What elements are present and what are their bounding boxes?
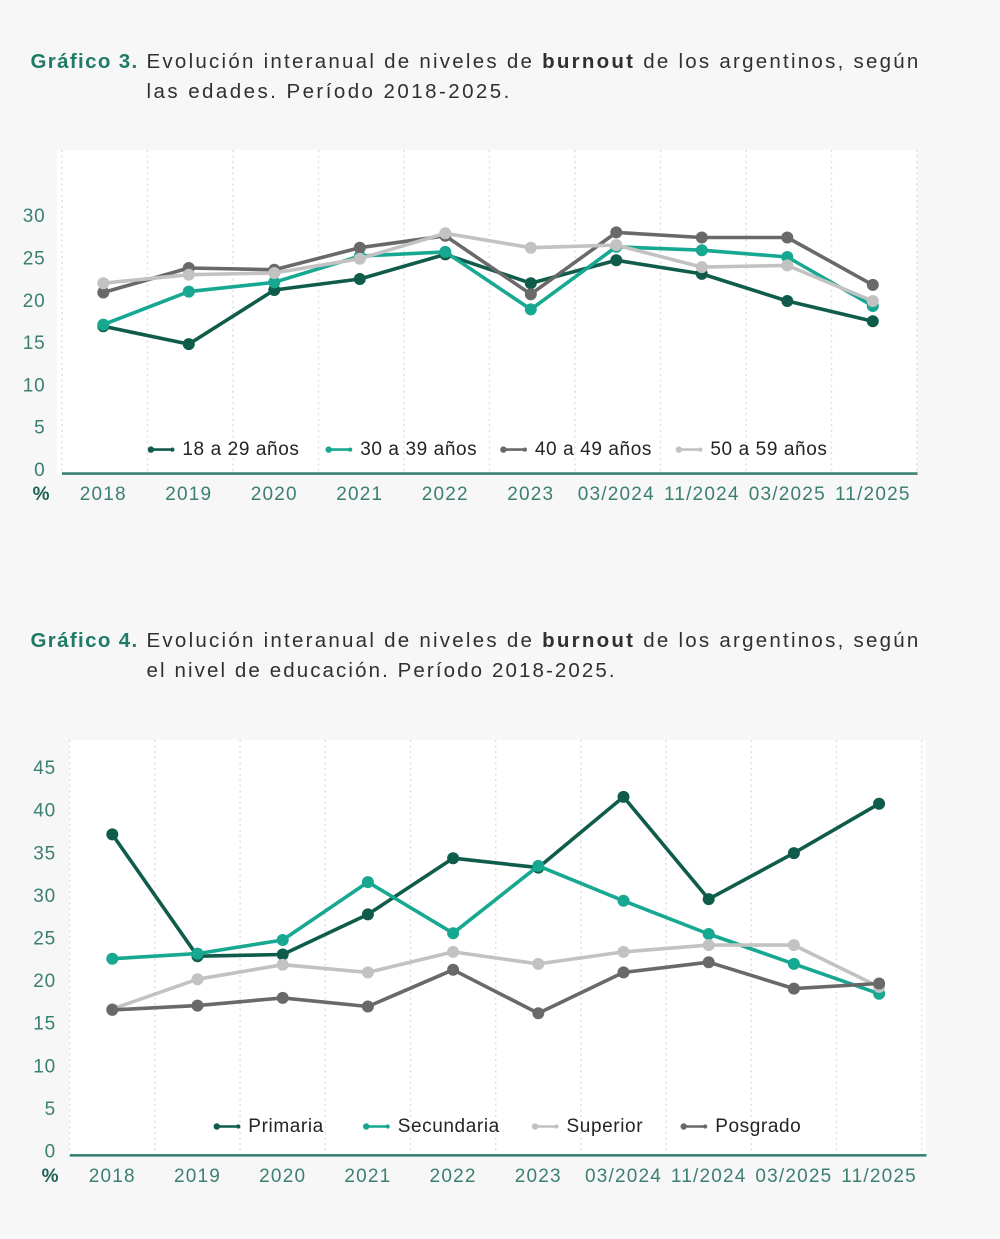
svg-text:11/2025: 11/2025 (835, 484, 911, 505)
svg-text:2018: 2018 (80, 484, 127, 505)
svg-text:15: 15 (23, 333, 46, 354)
svg-text:5: 5 (45, 1099, 56, 1120)
svg-text:5: 5 (34, 418, 45, 439)
svg-text:0: 0 (34, 460, 45, 481)
svg-text:%: % (33, 484, 50, 505)
svg-text:las edades. Período 2018-2025.: las edades. Período 2018-2025. (147, 80, 512, 103)
svg-text:Secundaria: Secundaria (398, 1116, 500, 1137)
svg-text:40 a 49 años: 40 a 49 años (535, 439, 652, 460)
svg-text:40: 40 (33, 801, 56, 822)
svg-text:10: 10 (33, 1056, 56, 1077)
svg-text:2022: 2022 (422, 484, 469, 505)
svg-text:Gráfico 4.: Gráfico 4. (31, 629, 139, 652)
svg-text:25: 25 (23, 249, 46, 270)
svg-text:45: 45 (33, 758, 56, 779)
svg-text:20: 20 (33, 971, 56, 992)
svg-text:Evolución interanual de nivele: Evolución interanual de niveles de burno… (147, 629, 921, 652)
svg-text:15: 15 (33, 1014, 56, 1035)
svg-text:Primaria: Primaria (248, 1116, 324, 1137)
svg-text:Posgrado: Posgrado (715, 1116, 801, 1137)
svg-text:20: 20 (23, 291, 46, 312)
svg-text:2019: 2019 (174, 1166, 221, 1187)
svg-text:2020: 2020 (259, 1166, 306, 1187)
svg-text:2023: 2023 (515, 1166, 562, 1187)
svg-text:Gráfico 3.: Gráfico 3. (31, 50, 139, 73)
svg-text:Evolución interanual de nivele: Evolución interanual de niveles de burno… (147, 50, 921, 73)
svg-text:2020: 2020 (251, 484, 298, 505)
svg-text:25: 25 (33, 929, 56, 950)
svg-text:2021: 2021 (344, 1166, 391, 1187)
svg-text:2021: 2021 (336, 484, 383, 505)
svg-text:%: % (42, 1166, 59, 1187)
svg-text:03/2024: 03/2024 (585, 1166, 662, 1187)
svg-text:35: 35 (33, 843, 56, 864)
svg-text:03/2025: 03/2025 (749, 484, 826, 505)
svg-text:11/2025: 11/2025 (841, 1166, 917, 1187)
svg-text:10: 10 (23, 375, 46, 396)
svg-text:0: 0 (45, 1142, 56, 1163)
svg-text:Superior: Superior (567, 1116, 644, 1137)
svg-text:03/2024: 03/2024 (578, 484, 655, 505)
svg-text:30: 30 (33, 886, 56, 907)
svg-text:11/2024: 11/2024 (664, 484, 740, 505)
svg-text:18 a 29 años: 18 a 29 años (182, 439, 299, 460)
svg-text:30 a 39 años: 30 a 39 años (360, 439, 477, 460)
svg-text:11/2024: 11/2024 (671, 1166, 747, 1187)
svg-text:50 a 59 años: 50 a 59 años (710, 439, 827, 460)
svg-text:30: 30 (23, 206, 46, 227)
svg-text:2023: 2023 (507, 484, 554, 505)
svg-text:2018: 2018 (89, 1166, 136, 1187)
svg-text:2022: 2022 (430, 1166, 477, 1187)
svg-text:2019: 2019 (165, 484, 212, 505)
svg-text:el nivel de educación. Período: el nivel de educación. Período 2018-2025… (147, 659, 617, 682)
svg-text:03/2025: 03/2025 (755, 1166, 832, 1187)
